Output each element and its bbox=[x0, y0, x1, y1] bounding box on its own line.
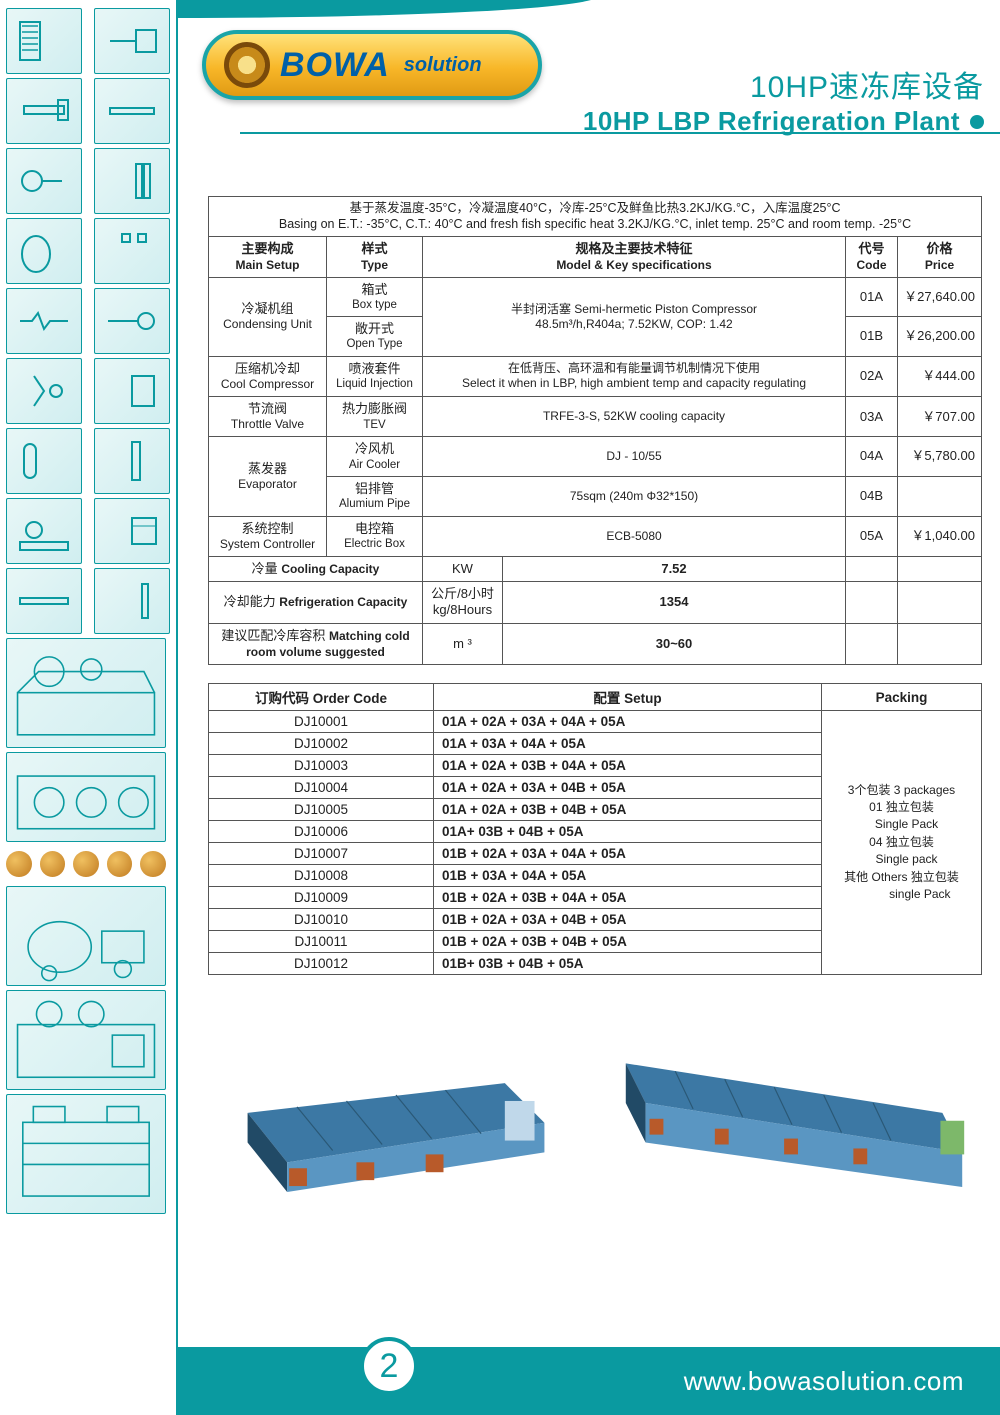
render-left bbox=[208, 993, 584, 1203]
side-icon bbox=[6, 568, 82, 634]
basis-en: Basing on E.T.: -35°C, C.T.: 40°C and fr… bbox=[279, 217, 911, 231]
side-icon bbox=[94, 288, 170, 354]
hdr: Packing bbox=[822, 684, 982, 711]
side-icon bbox=[94, 218, 170, 284]
side-icon-balls bbox=[6, 846, 166, 882]
side-icon bbox=[6, 78, 82, 144]
side-icon bbox=[6, 428, 82, 494]
side-icon-condenser bbox=[6, 752, 166, 842]
hdr: 配置 Setup bbox=[434, 684, 822, 711]
header: BOWA solution 10HP速冻库设备 10HP LBP Refrige… bbox=[178, 0, 1000, 140]
header-divider bbox=[240, 132, 1000, 134]
footer-url: www.bowasolution.com bbox=[684, 1366, 964, 1397]
side-icon bbox=[94, 428, 170, 494]
hdr: Price bbox=[904, 258, 975, 273]
brand-name: BOWA bbox=[280, 46, 390, 85]
side-icon-assembly bbox=[6, 638, 166, 748]
side-icon bbox=[94, 148, 170, 214]
side-icon-unit bbox=[6, 990, 166, 1090]
hdr: 样式 bbox=[333, 241, 416, 257]
hdr: Code bbox=[852, 258, 891, 273]
hdr: Model & Key specifications bbox=[429, 258, 839, 273]
side-icon bbox=[94, 78, 170, 144]
product-renders bbox=[208, 993, 982, 1203]
gear-icon bbox=[224, 42, 270, 88]
side-icon bbox=[94, 498, 170, 564]
sidebar bbox=[0, 0, 178, 1415]
order-table: 订购代码 Order Code 配置 Setup Packing DJ10001… bbox=[208, 683, 982, 975]
basis-note: 基于蒸发温度-35°C，冷凝温度40°C，冷库-25°C及鲜鱼比热3.2KJ/K… bbox=[209, 197, 982, 237]
hdr: 主要构成 bbox=[215, 241, 320, 257]
hdr: 代号 bbox=[852, 241, 891, 257]
main-content: BOWA solution 10HP速冻库设备 10HP LBP Refrige… bbox=[178, 0, 1000, 1415]
render-right bbox=[606, 993, 982, 1203]
hdr: 规格及主要技术特征 bbox=[429, 241, 839, 257]
hdr: Order Code bbox=[313, 691, 387, 706]
hdr: 价格 bbox=[904, 241, 975, 257]
basis-cn: 基于蒸发温度-35°C，冷凝温度40°C，冷库-25°C及鲜鱼比热3.2KJ/K… bbox=[349, 201, 840, 215]
side-icon bbox=[6, 218, 82, 284]
header-curve bbox=[178, 0, 598, 18]
brand-logo: BOWA solution bbox=[202, 30, 542, 100]
page-number: 2 bbox=[360, 1337, 418, 1395]
bullet-icon bbox=[970, 115, 984, 129]
spec-table: 基于蒸发温度-35°C，冷凝温度40°C，冷库-25°C及鲜鱼比热3.2KJ/K… bbox=[208, 196, 982, 665]
side-icon bbox=[6, 498, 82, 564]
side-icon bbox=[94, 358, 170, 424]
footer: www.bowasolution.com bbox=[178, 1347, 1000, 1415]
page-title: 10HP速冻库设备 10HP LBP Refrigeration Plant bbox=[583, 62, 984, 137]
side-icon bbox=[94, 568, 170, 634]
sidebar-icons-grid bbox=[0, 0, 176, 1222]
title-cn: 10HP速冻库设备 bbox=[583, 62, 984, 106]
side-icon bbox=[6, 148, 82, 214]
hdr: Main Setup bbox=[215, 258, 320, 273]
spec-header-row: 主要构成Main Setup 样式Type 规格及主要技术特征Model & K… bbox=[209, 237, 982, 277]
side-icon bbox=[6, 8, 82, 74]
side-icon bbox=[6, 288, 82, 354]
side-icon bbox=[6, 358, 82, 424]
hdr: Type bbox=[333, 258, 416, 273]
brand-sub: solution bbox=[404, 54, 482, 77]
side-icon-compressor bbox=[6, 886, 166, 986]
side-icon bbox=[94, 8, 170, 74]
hdr: 订购代码 bbox=[255, 691, 309, 706]
order-header-row: 订购代码 Order Code 配置 Setup Packing bbox=[209, 684, 982, 711]
side-icon-chiller bbox=[6, 1094, 166, 1214]
